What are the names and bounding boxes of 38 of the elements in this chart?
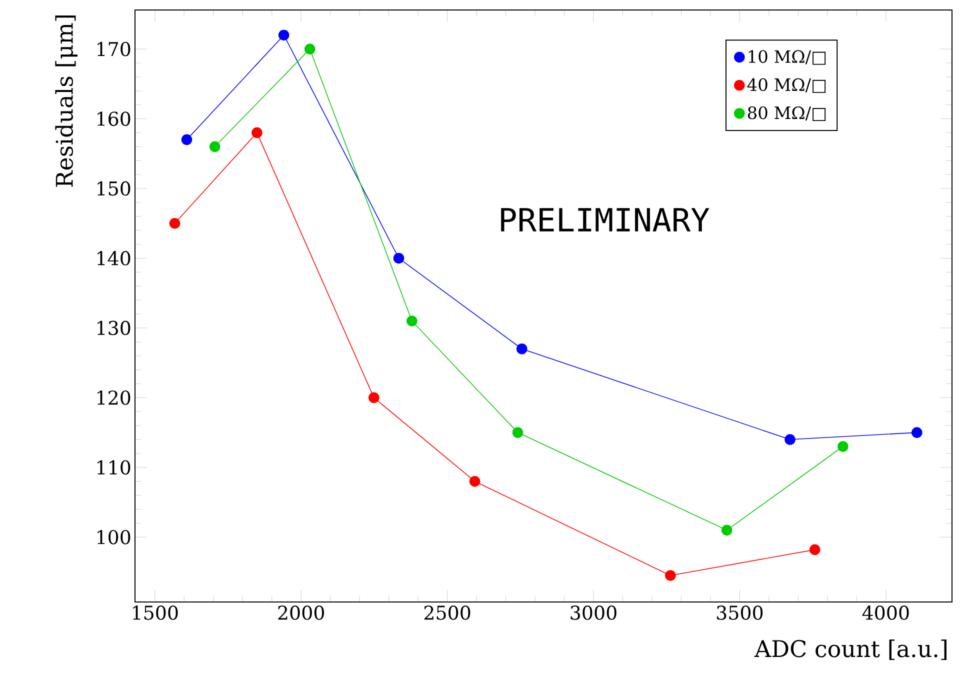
point	[181, 134, 192, 146]
x-tick-label: 4000	[862, 606, 909, 620]
point	[252, 127, 262, 138]
y-axis-title: Residuals [μm]	[55, 16, 78, 187]
y-tick-label: 100	[98, 530, 130, 544]
point	[912, 427, 922, 438]
y-tick-label: 120	[98, 390, 130, 405]
point	[469, 476, 480, 487]
point	[406, 316, 418, 326]
point	[784, 434, 796, 445]
point	[368, 392, 380, 404]
point	[809, 544, 820, 556]
point	[278, 30, 290, 40]
point	[512, 427, 524, 438]
legend-label: 40 MΩ/□	[747, 78, 826, 93]
y-tick-label: 170	[98, 42, 130, 56]
point	[838, 441, 848, 452]
x-axis-title: ADC count [a.u.]	[754, 640, 946, 660]
point	[721, 524, 732, 536]
y-tick-label: 160	[98, 112, 130, 126]
point	[209, 141, 220, 152]
legend-label: 10 MΩ/□	[748, 50, 826, 65]
point	[393, 252, 404, 264]
y-tick-label: 140	[98, 251, 130, 266]
point	[304, 44, 316, 54]
point	[516, 343, 528, 354]
annotation: PRELIMINARY	[501, 208, 710, 232]
point	[169, 218, 180, 229]
x-tick-label: 2500	[424, 606, 470, 620]
x-tick-label: 1500	[133, 606, 178, 620]
point	[665, 570, 676, 581]
y-tick-label: 150	[98, 181, 130, 196]
y-tick-label: 110	[98, 460, 130, 475]
x-tick-label: 2000	[278, 606, 324, 620]
legend-label: 80 MΩ/□	[748, 106, 826, 122]
x-tick-label: 3000	[570, 606, 616, 620]
y-tick-label: 130	[98, 320, 130, 336]
x-tick-label: 3500	[716, 606, 763, 620]
